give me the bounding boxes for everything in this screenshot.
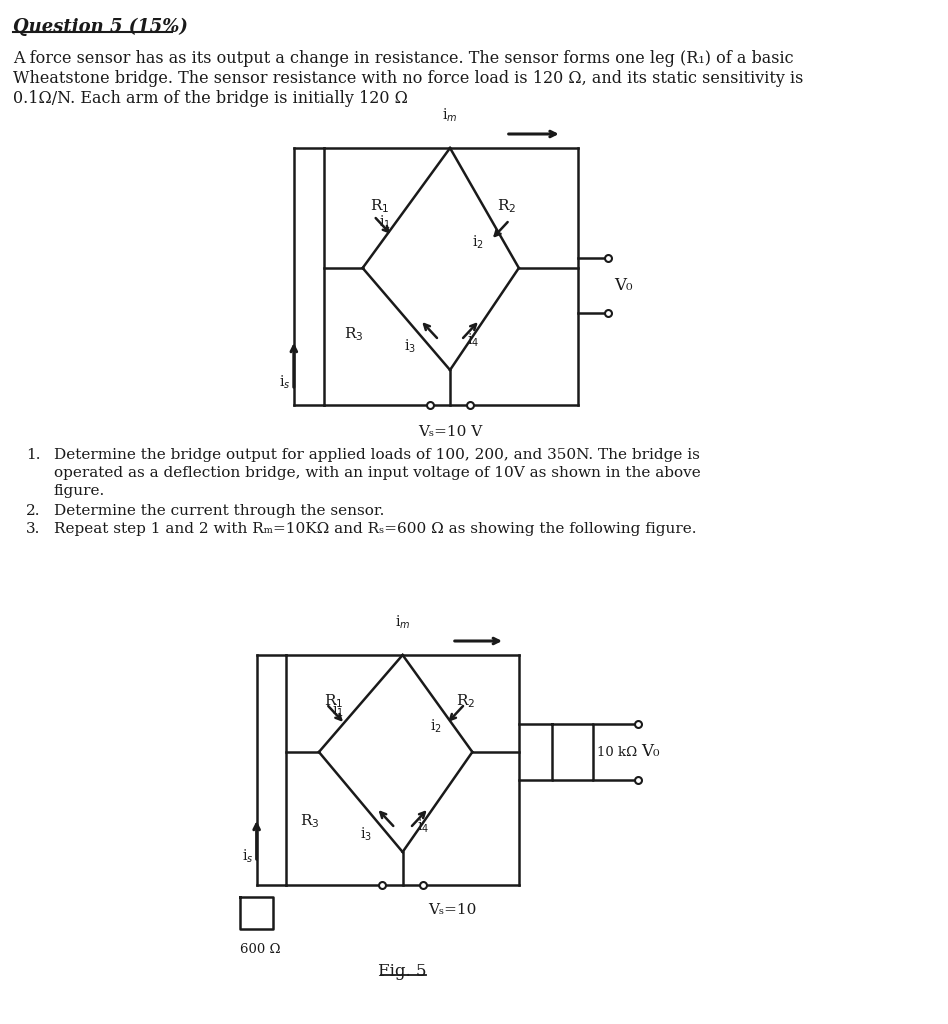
Text: R$_2$: R$_2$ xyxy=(497,197,516,215)
Text: 10 kΩ: 10 kΩ xyxy=(597,745,637,759)
Text: i$_4$: i$_4$ xyxy=(466,332,479,349)
Text: Vₛ=10 V: Vₛ=10 V xyxy=(418,425,483,439)
Text: V₀: V₀ xyxy=(642,743,660,761)
Text: figure.: figure. xyxy=(54,484,105,498)
Text: Fig. 5: Fig. 5 xyxy=(378,963,427,980)
Text: i$_m$: i$_m$ xyxy=(395,613,410,631)
Text: R$_1$: R$_1$ xyxy=(323,692,343,710)
Text: 3.: 3. xyxy=(26,522,41,536)
Text: Determine the current through the sensor.: Determine the current through the sensor… xyxy=(54,504,384,518)
Text: i$_3$: i$_3$ xyxy=(360,826,372,844)
Text: 1.: 1. xyxy=(26,449,41,462)
Text: i$_s$: i$_s$ xyxy=(242,848,253,865)
Text: Vₛ=10: Vₛ=10 xyxy=(428,903,477,918)
Text: 0.1Ω/N. Each arm of the bridge is initially 120 Ω: 0.1Ω/N. Each arm of the bridge is initia… xyxy=(13,90,408,106)
Text: R$_1$: R$_1$ xyxy=(370,197,390,215)
Text: A force sensor has as its output a change in resistance. The sensor forms one le: A force sensor has as its output a chang… xyxy=(13,50,793,67)
Text: V₀: V₀ xyxy=(613,276,632,294)
Text: i$_1$: i$_1$ xyxy=(332,702,344,720)
Text: i$_4$: i$_4$ xyxy=(417,818,429,836)
Text: 2.: 2. xyxy=(26,504,41,518)
Text: R$_3$: R$_3$ xyxy=(301,812,319,829)
Text: i$_s$: i$_s$ xyxy=(279,374,290,391)
Text: i$_2$: i$_2$ xyxy=(472,234,484,252)
Text: Determine the bridge output for applied loads of 100, 200, and 350N. The bridge : Determine the bridge output for applied … xyxy=(54,449,700,462)
Text: Repeat step 1 and 2 with Rₘ=10KΩ and Rₛ=600 Ω as showing the following figure.: Repeat step 1 and 2 with Rₘ=10KΩ and Rₛ=… xyxy=(54,522,697,536)
Text: Wheatstone bridge. The sensor resistance with no force load is 120 Ω, and its st: Wheatstone bridge. The sensor resistance… xyxy=(13,70,803,87)
Text: Question 5 (15%): Question 5 (15%) xyxy=(13,18,188,36)
Text: i$_2$: i$_2$ xyxy=(429,718,442,735)
Text: i$_3$: i$_3$ xyxy=(404,338,415,355)
Text: 600 Ω: 600 Ω xyxy=(240,943,281,956)
Text: operated as a deflection bridge, with an input voltage of 10V as shown in the ab: operated as a deflection bridge, with an… xyxy=(54,466,701,480)
Text: i$_m$: i$_m$ xyxy=(443,106,458,124)
Text: R$_3$: R$_3$ xyxy=(344,325,363,343)
Text: i$_1$: i$_1$ xyxy=(379,214,392,231)
Text: R$_2$: R$_2$ xyxy=(456,692,475,710)
